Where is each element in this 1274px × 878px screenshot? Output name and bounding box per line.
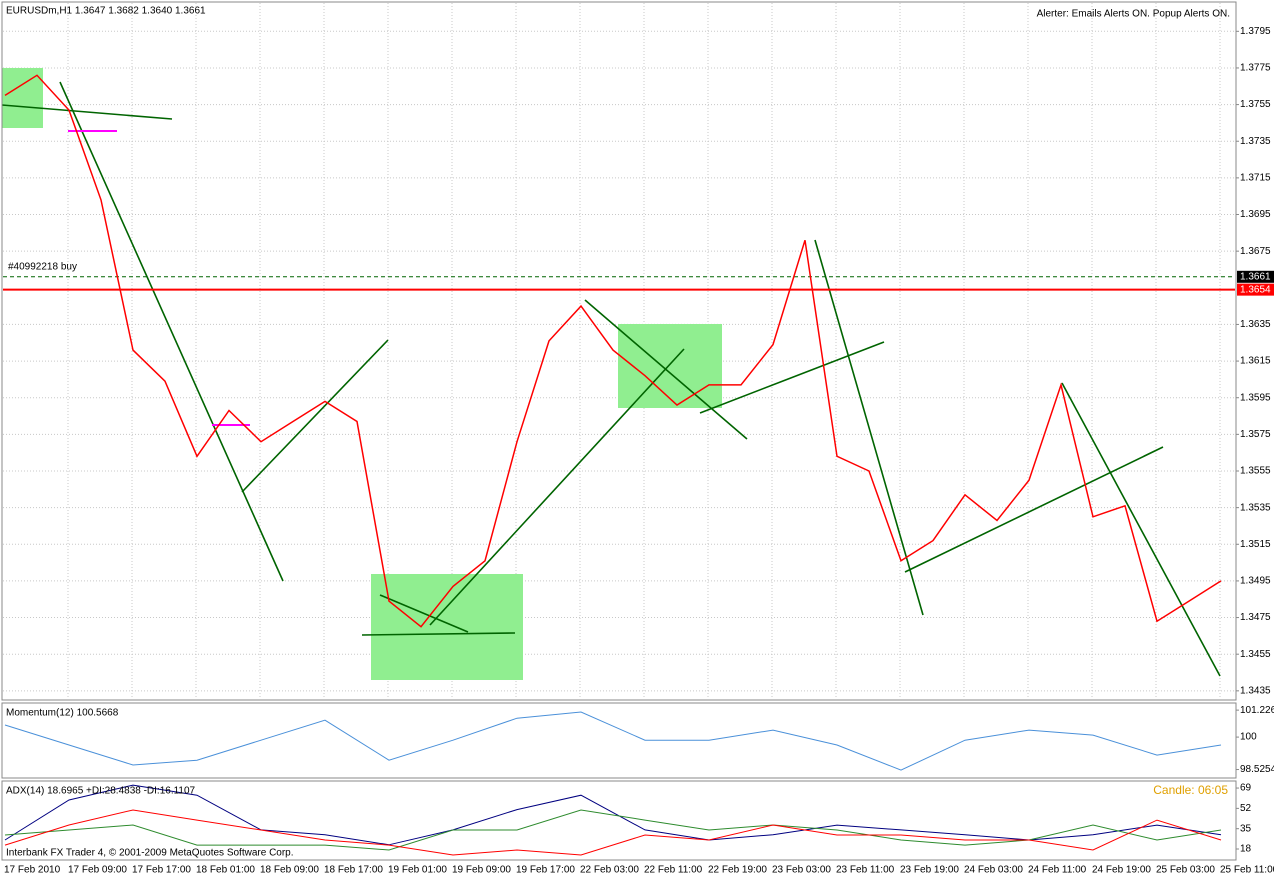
y-tick-label: 1.3795 [1240,26,1271,37]
y-tick-label: 18 [1240,844,1252,855]
time-label: 24 Feb 19:00 [1092,865,1151,876]
adx-line [4,809,1222,856]
adx-panel [1,780,1237,861]
y-tick-label: 1.3615 [1240,356,1271,367]
time-label: 24 Feb 11:00 [1028,865,1087,876]
level-label-box [1237,283,1274,296]
price-line [4,74,1222,628]
y-tick-label: 1.3455 [1240,649,1271,660]
y-tick-label: 1.3755 [1240,99,1271,110]
time-label: 19 Feb 17:00 [516,865,575,876]
momentum-label: Momentum(12) 100.5668 [6,708,119,719]
y-tick-label: 98.5254 [1240,764,1274,775]
time-label: 22 Feb 19:00 [708,865,767,876]
y-tick-label: 1.3595 [1240,392,1271,403]
y-tick-label: 1.3715 [1240,173,1271,184]
time-label: 17 Feb 2010 [4,865,61,876]
time-label: 18 Feb 17:00 [324,865,383,876]
highlight-box [2,68,43,128]
y-tick-label: 1.3735 [1240,136,1271,147]
y-tick-label: 1.3435 [1240,685,1271,696]
time-label: 24 Feb 03:00 [964,865,1023,876]
y-tick-label: 1.3575 [1240,429,1271,440]
time-label: 23 Feb 03:00 [772,865,831,876]
time-label: 18 Feb 01:00 [196,865,255,876]
adx-line [4,784,1222,846]
plots [3,74,1235,856]
time-label: 19 Feb 09:00 [452,865,511,876]
momentum-line [4,711,1222,771]
adx-line [4,809,1222,851]
y-tick-label: 1.3675 [1240,246,1271,257]
y-tick-label: 1.3475 [1240,612,1271,623]
time-label: 18 Feb 09:00 [260,865,319,876]
y-tick-label: 100 [1240,732,1257,743]
alerter-status: Alerter: Emails Alerts ON. Popup Alerts … [1037,9,1230,20]
time-label: 25 Feb 11:00 [1220,865,1274,876]
copyright: Interbank FX Trader 4, © 2001-2009 MetaQ… [6,848,294,859]
y-tick-label: 101.226 [1240,705,1274,716]
y-tick-label: 1.3635 [1240,319,1271,330]
time-label: 23 Feb 11:00 [836,865,895,876]
time-label: 19 Feb 01:00 [388,865,447,876]
y-tick-label: 1.3495 [1240,576,1271,587]
time-label: 17 Feb 17:00 [132,865,191,876]
time-label: 22 Feb 11:00 [644,865,703,876]
momentum-panel [1,702,1237,779]
y-tick-label: 1.3695 [1240,209,1271,220]
y-tick-label: 69 [1240,783,1252,794]
time-label: 22 Feb 03:00 [580,865,639,876]
order-label: #40992218 buy [8,262,77,273]
level-label-box [1237,270,1274,283]
y-tick-label: 52 [1240,803,1252,814]
y-tick-label: 1.3515 [1240,539,1271,550]
y-tick-label: 35 [1240,823,1252,834]
time-label: 23 Feb 19:00 [900,865,959,876]
y-tick-label: 1.3555 [1240,466,1271,477]
highlight-box [618,324,722,408]
highlight-box [371,574,523,680]
time-label: 17 Feb 09:00 [68,865,127,876]
candle-timer: Candle: 06:05 [1153,783,1228,797]
symbol-info: EURUSDm,H1 1.3647 1.3682 1.3640 1.3661 [6,6,206,17]
level-label: 1.3654 [1240,284,1271,295]
adx-label: ADX(14) 18.6965 +DI:28.4838 -DI:16.1107 [6,786,196,797]
time-label: 25 Feb 03:00 [1156,865,1215,876]
y-tick-label: 1.3775 [1240,63,1271,74]
y-tick-label: 1.3535 [1240,502,1271,513]
trend-lines [1,81,1221,677]
main-panel [1,1,1237,701]
level-label: 1.3661 [1240,271,1271,282]
